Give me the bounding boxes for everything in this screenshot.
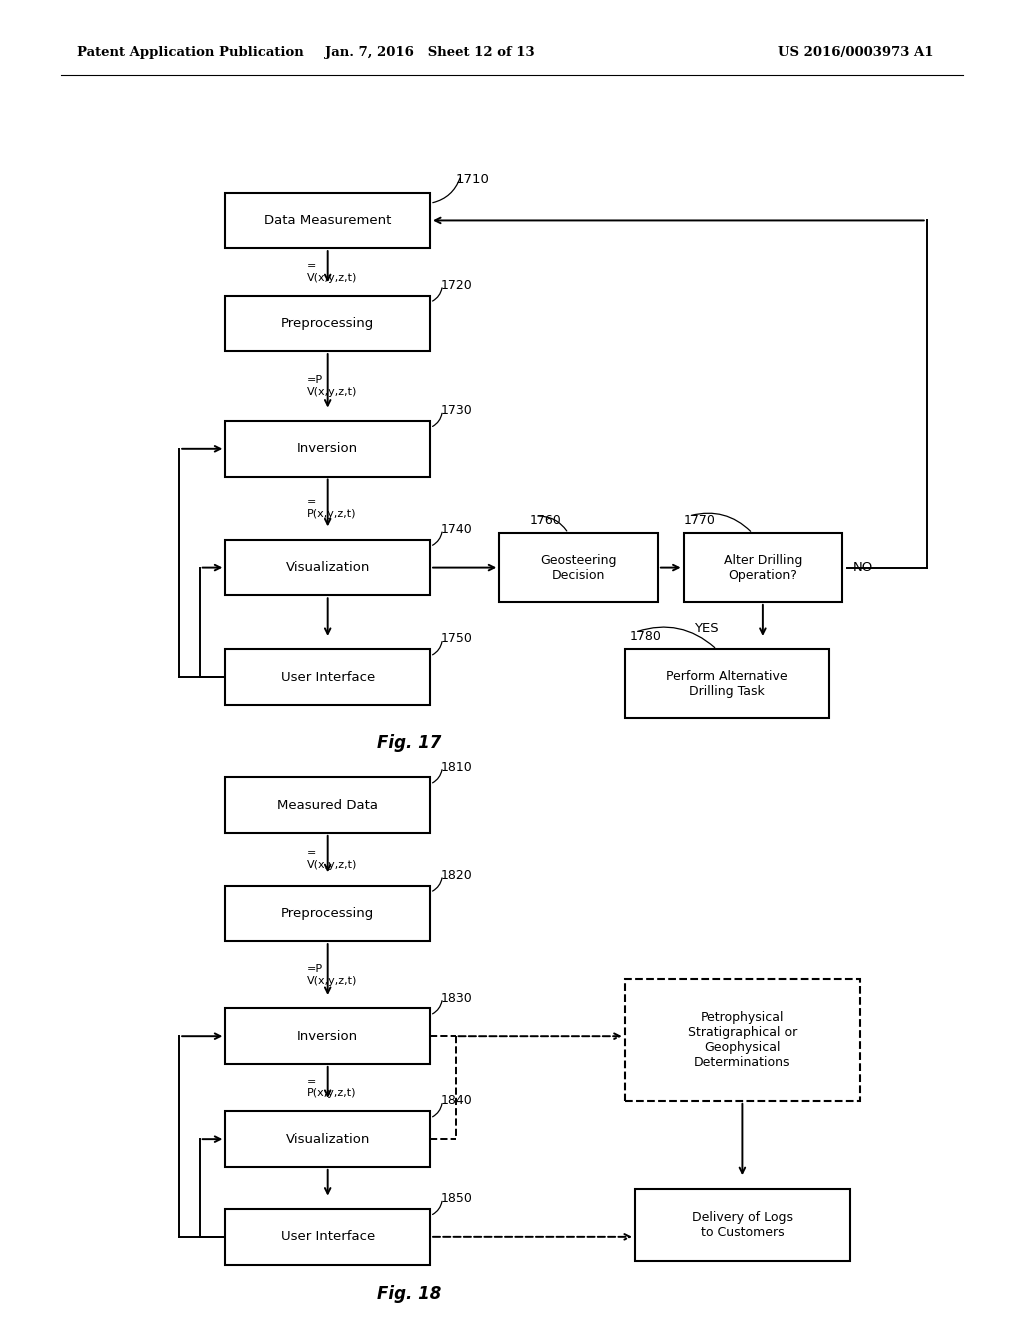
Text: 1770: 1770 <box>684 513 716 527</box>
Text: Data Measurement: Data Measurement <box>264 214 391 227</box>
Bar <box>225 540 430 595</box>
Bar <box>225 649 430 705</box>
Text: 1750: 1750 <box>440 632 472 645</box>
Text: Geosteering
Decision: Geosteering Decision <box>541 553 616 582</box>
Text: 1720: 1720 <box>440 279 472 292</box>
Text: User Interface: User Interface <box>281 1230 375 1243</box>
Bar <box>684 533 842 602</box>
Text: Visualization: Visualization <box>286 1133 370 1146</box>
Bar <box>225 1111 430 1167</box>
Text: YES: YES <box>694 622 719 635</box>
Text: 1710: 1710 <box>456 173 489 186</box>
Text: NO: NO <box>852 561 872 574</box>
Bar <box>225 886 430 941</box>
Text: 1820: 1820 <box>440 869 472 882</box>
Bar <box>625 649 829 718</box>
Text: 1730: 1730 <box>440 404 472 417</box>
Bar <box>225 1008 430 1064</box>
Text: 1840: 1840 <box>440 1094 472 1107</box>
Bar <box>225 296 430 351</box>
Text: =
P(x,y,z,t): = P(x,y,z,t) <box>307 1077 356 1098</box>
Bar <box>225 777 430 833</box>
Text: =
V(x,y,z,t): = V(x,y,z,t) <box>307 849 357 870</box>
Text: Fig. 17: Fig. 17 <box>378 734 441 752</box>
Text: Visualization: Visualization <box>286 561 370 574</box>
Text: Inversion: Inversion <box>297 442 358 455</box>
Text: 1810: 1810 <box>440 760 472 774</box>
Bar <box>225 193 430 248</box>
Text: Patent Application Publication: Patent Application Publication <box>77 46 303 59</box>
Text: 1760: 1760 <box>530 513 562 527</box>
Bar <box>225 421 430 477</box>
Bar <box>499 533 657 602</box>
Text: 1780: 1780 <box>630 630 662 643</box>
Bar <box>635 1188 850 1262</box>
Text: =P
V(x,y,z,t): =P V(x,y,z,t) <box>307 964 357 986</box>
Text: =
P(x,y,z,t): = P(x,y,z,t) <box>307 498 356 519</box>
Text: User Interface: User Interface <box>281 671 375 684</box>
Text: 1850: 1850 <box>440 1192 472 1205</box>
Text: =
V(x,y,z,t): = V(x,y,z,t) <box>307 261 357 282</box>
Text: Preprocessing: Preprocessing <box>281 317 375 330</box>
Text: Measured Data: Measured Data <box>278 799 378 812</box>
Text: 1830: 1830 <box>440 991 472 1005</box>
Bar <box>225 1209 430 1265</box>
Text: Delivery of Logs
to Customers: Delivery of Logs to Customers <box>692 1210 793 1239</box>
Text: Preprocessing: Preprocessing <box>281 907 375 920</box>
Text: US 2016/0003973 A1: US 2016/0003973 A1 <box>778 46 934 59</box>
Text: =P
V(x,y,z,t): =P V(x,y,z,t) <box>307 375 357 397</box>
Text: Jan. 7, 2016   Sheet 12 of 13: Jan. 7, 2016 Sheet 12 of 13 <box>326 46 535 59</box>
Text: Alter Drilling
Operation?: Alter Drilling Operation? <box>724 553 802 582</box>
Text: Inversion: Inversion <box>297 1030 358 1043</box>
Text: Petrophysical
Stratigraphical or
Geophysical
Determinations: Petrophysical Stratigraphical or Geophys… <box>688 1011 797 1069</box>
Text: Fig. 18: Fig. 18 <box>378 1284 441 1303</box>
Text: 1740: 1740 <box>440 523 472 536</box>
Bar <box>625 979 860 1101</box>
Text: Perform Alternative
Drilling Task: Perform Alternative Drilling Task <box>667 669 787 698</box>
